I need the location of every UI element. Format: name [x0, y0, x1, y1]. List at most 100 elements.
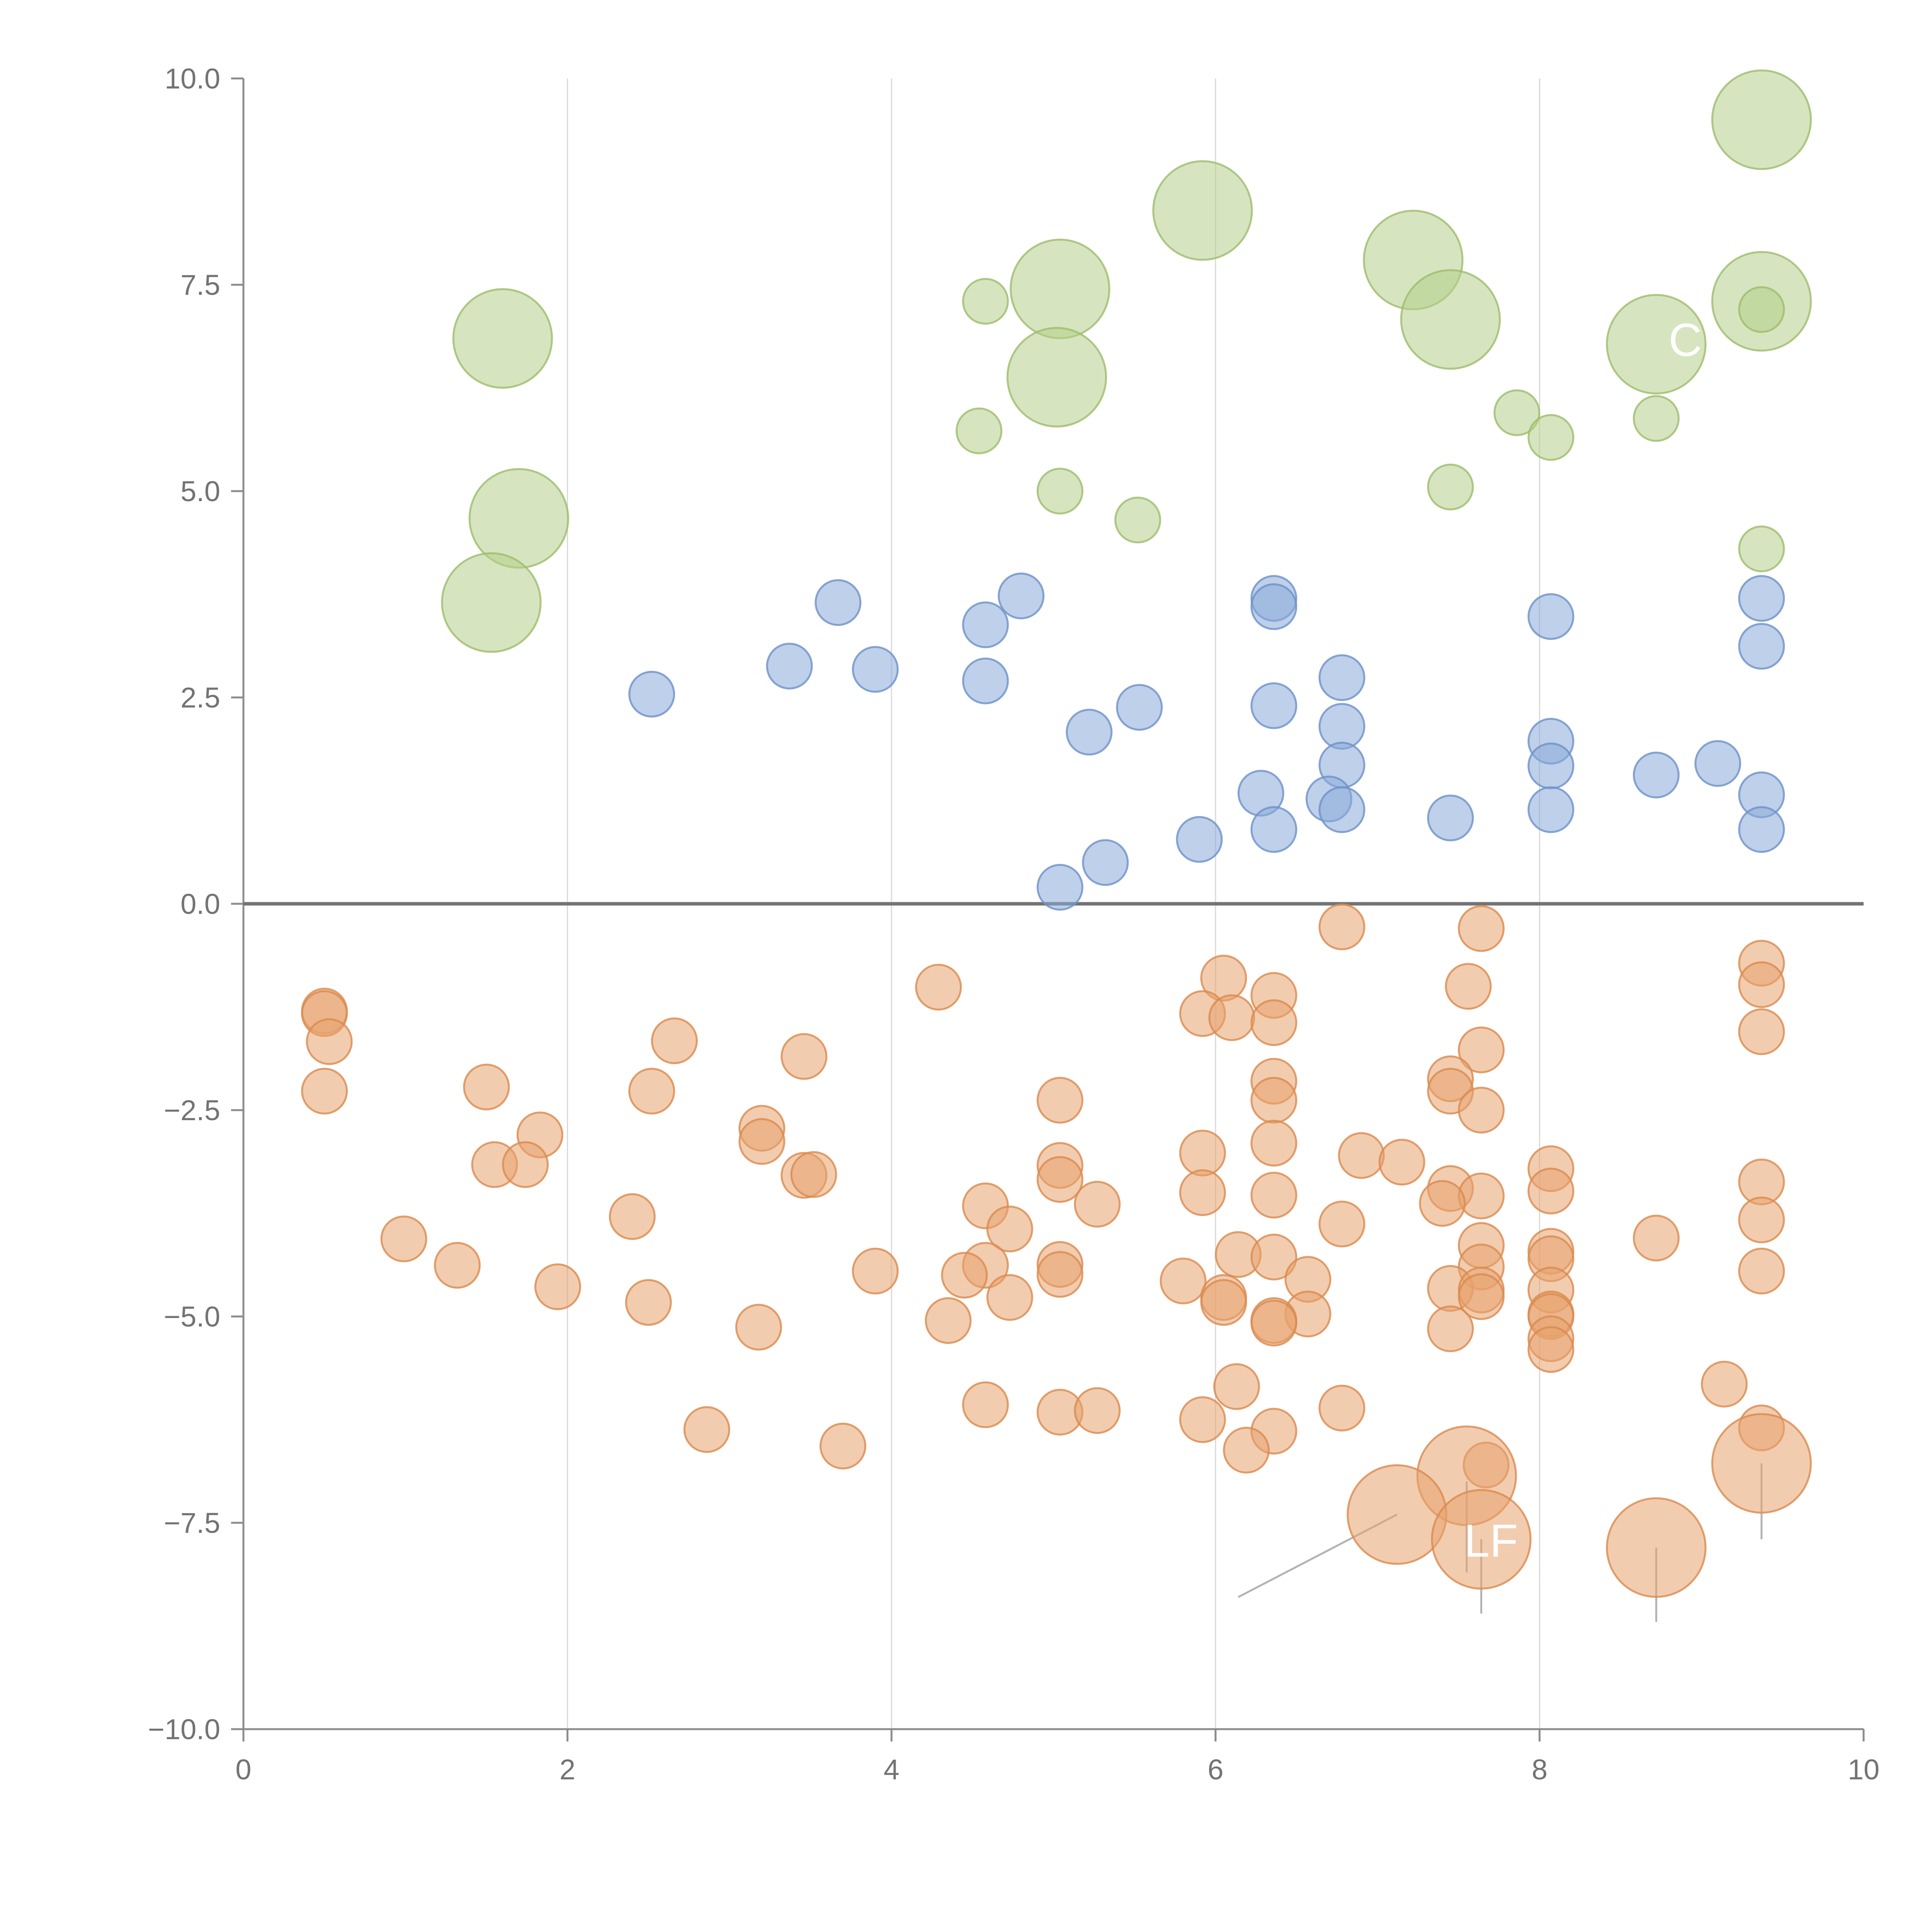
- annotation-label: C: [1668, 314, 1702, 366]
- point-orange: [1208, 994, 1255, 1041]
- point-orange: [1213, 1363, 1260, 1410]
- point-orange: [1250, 1077, 1298, 1124]
- point-orange: [1250, 1233, 1298, 1281]
- point-orange: [781, 1033, 828, 1080]
- point-orange: [1223, 1427, 1270, 1474]
- point-orange: [819, 1422, 866, 1469]
- point-orange: [1458, 1273, 1505, 1320]
- point-green: [1633, 395, 1680, 442]
- point-orange: [1338, 1132, 1385, 1179]
- point-orange: [1036, 1077, 1083, 1124]
- point-orange: [986, 1206, 1033, 1253]
- point-orange: [380, 1215, 427, 1262]
- point-orange: [1160, 1257, 1207, 1304]
- y-tick-label: 10.0: [165, 63, 220, 95]
- point-orange: [1036, 1156, 1083, 1203]
- point-orange: [1036, 1251, 1083, 1298]
- point-orange: [1711, 1413, 1812, 1514]
- y-tick-label: 5.0: [180, 475, 220, 507]
- point-green: [1010, 238, 1111, 339]
- point-orange: [534, 1263, 581, 1310]
- leader-lines: [496, 114, 1763, 1622]
- point-blue: [766, 643, 813, 690]
- point-orange: [1431, 1489, 1532, 1590]
- point-blue: [1738, 806, 1785, 853]
- point-orange: [1250, 1172, 1298, 1219]
- point-green: [1527, 414, 1575, 461]
- x-tick-label: 10: [1848, 1753, 1879, 1786]
- point-blue: [815, 579, 862, 626]
- point-orange: [1527, 1326, 1575, 1373]
- point-blue: [1633, 752, 1680, 799]
- point-orange: [1458, 1087, 1505, 1134]
- point-orange: [1250, 999, 1298, 1046]
- point-blue: [628, 670, 675, 718]
- point-blue: [1738, 575, 1785, 622]
- point-blue: [1527, 742, 1575, 789]
- point-orange: [1074, 1387, 1121, 1434]
- point-orange: [735, 1304, 782, 1351]
- point-orange: [1445, 963, 1492, 1010]
- point-blue: [1694, 740, 1742, 787]
- point-orange: [1318, 1201, 1366, 1248]
- point-orange: [609, 1193, 656, 1240]
- point-green: [1400, 269, 1501, 370]
- point-green: [1036, 468, 1083, 515]
- point-blue: [1116, 684, 1163, 731]
- point-orange: [1527, 1167, 1575, 1214]
- point-orange: [683, 1406, 730, 1453]
- point-orange: [1738, 1248, 1785, 1295]
- point-blue: [1738, 623, 1785, 670]
- point-blue: [1250, 583, 1298, 630]
- point-green: [441, 552, 542, 653]
- point-green: [1114, 497, 1162, 544]
- y-tick-label: −7.5: [164, 1507, 220, 1539]
- point-blue: [1427, 794, 1474, 842]
- point-orange: [1318, 903, 1366, 951]
- point-green: [1427, 463, 1474, 510]
- point-blue: [1318, 654, 1366, 701]
- point-blue: [1527, 593, 1575, 640]
- point-blue: [1527, 786, 1575, 833]
- point-orange: [1633, 1214, 1680, 1262]
- point-blue: [1082, 839, 1129, 886]
- point-blue: [1250, 806, 1298, 853]
- point-blue: [1318, 786, 1366, 833]
- point-orange: [628, 1068, 675, 1115]
- point-orange: [1179, 1396, 1226, 1443]
- point-orange: [986, 1274, 1033, 1321]
- point-orange: [962, 1381, 1009, 1429]
- point-green: [1006, 327, 1107, 428]
- point-green: [1738, 286, 1785, 333]
- point-orange: [1074, 1181, 1121, 1228]
- point-orange: [790, 1151, 837, 1198]
- point-green: [1493, 389, 1541, 436]
- x-tick-label: 8: [1532, 1753, 1548, 1786]
- point-blue: [1036, 864, 1083, 911]
- point-orange: [1419, 1180, 1466, 1227]
- point-orange: [1738, 961, 1785, 1008]
- point-orange: [1427, 1305, 1474, 1352]
- point-orange: [301, 1068, 348, 1115]
- point-orange: [1179, 1169, 1226, 1216]
- point-blue: [962, 601, 1009, 648]
- point-orange: [502, 1141, 549, 1188]
- point-orange: [1458, 1026, 1505, 1073]
- point-orange: [463, 1063, 510, 1111]
- point-orange: [1179, 1129, 1226, 1177]
- y-tick-label: 7.5: [180, 269, 220, 301]
- point-orange: [1347, 1464, 1447, 1565]
- point-orange: [434, 1242, 481, 1289]
- point-orange: [1250, 1119, 1298, 1167]
- annotation-labels: LF C: [1464, 314, 1702, 1567]
- x-tick-label: 6: [1208, 1753, 1223, 1786]
- point-blue: [962, 657, 1009, 704]
- point-orange: [1200, 1279, 1247, 1326]
- point-orange: [1378, 1139, 1425, 1186]
- point-orange: [625, 1279, 672, 1326]
- point-orange: [1738, 1008, 1785, 1055]
- point-blue: [1250, 682, 1298, 729]
- x-tick-label: 2: [560, 1753, 575, 1786]
- point-green: [1606, 294, 1707, 395]
